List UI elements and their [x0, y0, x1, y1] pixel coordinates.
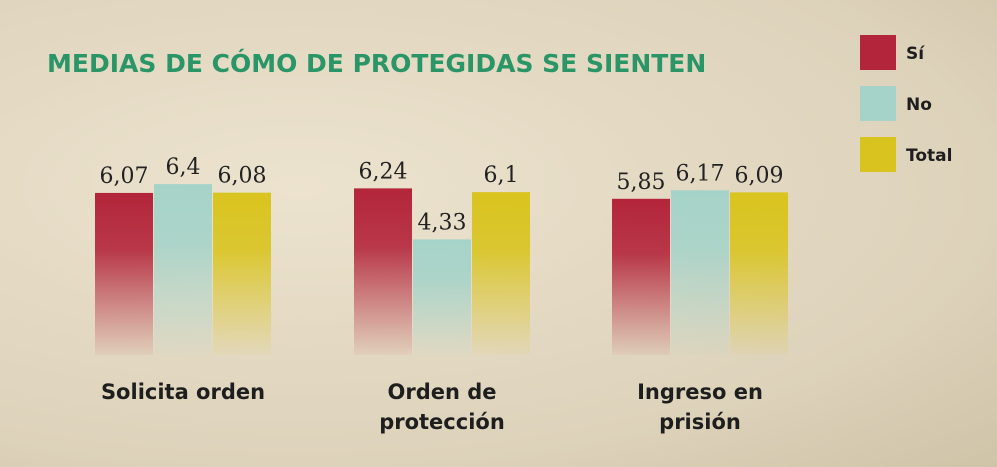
legend-swatch: [860, 137, 896, 172]
value-label: 6,09: [735, 163, 784, 188]
bar: [154, 184, 212, 355]
value-label: 6,1: [484, 163, 519, 188]
value-label: 6,4: [166, 155, 201, 180]
bar: [671, 190, 729, 355]
category-label: Ingreso en prisión: [637, 380, 763, 434]
bar: [354, 188, 412, 355]
chart-title: MEDIAS DE CÓMO DE PROTEGIDAS SE SIENTEN: [47, 48, 706, 78]
value-label: 6,08: [218, 164, 267, 189]
value-label: 6,07: [100, 164, 149, 189]
value-label: 5,85: [617, 170, 666, 195]
legend-label: Total: [906, 146, 952, 166]
category-label: Solicita orden: [100, 380, 266, 404]
legend-label: Sí: [906, 44, 925, 64]
value-label: 6,17: [676, 161, 725, 186]
bar: [612, 198, 670, 355]
legend-label: No: [906, 95, 932, 115]
bar: [413, 239, 471, 355]
bar: [730, 192, 788, 355]
legend-swatch: [860, 86, 896, 121]
bar: [95, 192, 153, 355]
bar: [213, 192, 271, 355]
value-label: 4,33: [418, 210, 467, 235]
bar: [472, 192, 530, 355]
category-label: Orden de protección: [379, 380, 505, 434]
value-label: 6,24: [359, 159, 408, 184]
legend-swatch: [860, 35, 896, 70]
